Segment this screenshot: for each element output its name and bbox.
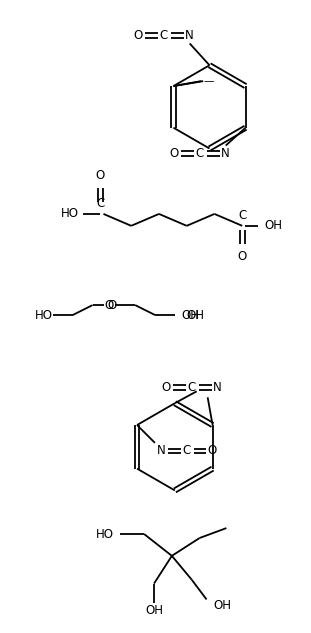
Text: OH: OH — [213, 599, 231, 612]
Text: O: O — [238, 249, 247, 263]
Text: N: N — [213, 381, 222, 394]
Text: O: O — [133, 29, 143, 42]
Text: OH: OH — [264, 219, 282, 232]
Text: HO: HO — [96, 527, 114, 541]
Text: HO: HO — [35, 308, 53, 322]
Text: C: C — [188, 381, 196, 394]
Text: —: — — [203, 76, 214, 86]
Text: OH: OH — [182, 308, 200, 322]
Text: O: O — [208, 444, 217, 457]
Text: C: C — [183, 444, 191, 457]
Text: N: N — [185, 29, 194, 42]
Text: C: C — [196, 147, 204, 160]
Text: N: N — [156, 444, 165, 457]
Text: O: O — [96, 169, 105, 182]
Text: HO: HO — [61, 208, 79, 220]
Text: OH: OH — [187, 308, 205, 322]
Text: N: N — [221, 147, 230, 160]
Text: O: O — [105, 299, 114, 311]
Text: OH: OH — [145, 604, 163, 617]
Text: O: O — [108, 299, 117, 311]
Text: C: C — [96, 197, 104, 210]
Text: O: O — [169, 147, 179, 160]
Text: C: C — [160, 29, 168, 42]
Text: C: C — [238, 209, 246, 222]
Text: O: O — [161, 381, 171, 394]
